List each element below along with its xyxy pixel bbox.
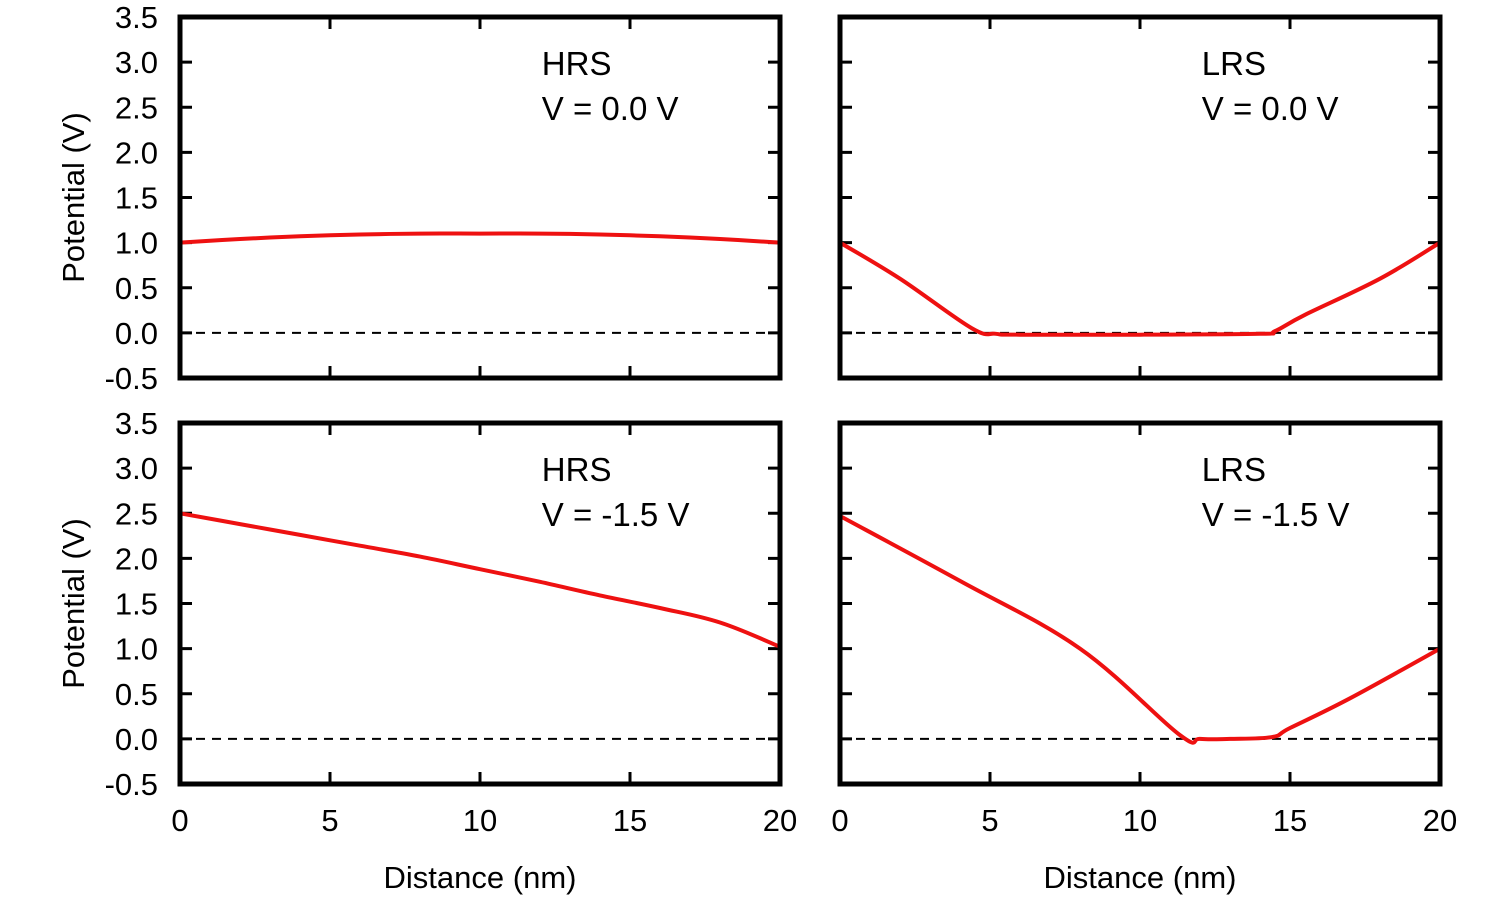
x-tick-label: 20: [1423, 803, 1457, 838]
y-tick-label: 1.5: [115, 587, 158, 622]
y-tick-label: -0.5: [105, 361, 158, 396]
y-axis-label: Potential (V): [56, 518, 91, 689]
panel-1: -0.5 0.0 0.5 1.0 1.5 2.0 2.5 3.0 3.5 HRS V = 0.0 V…: [56, 0, 783, 396]
series-line: [178, 511, 782, 649]
x-tick-label: 15: [613, 803, 647, 838]
series-line: [838, 514, 1442, 745]
x-tick-label: 0: [171, 803, 188, 838]
y-tick-label: 1.0: [115, 226, 158, 261]
annotation-line: LRS: [1202, 45, 1266, 82]
x-tick-label: 5: [321, 803, 338, 838]
y-tick-label: 1.0: [115, 632, 158, 667]
annotation-line: HRS: [542, 45, 612, 82]
y-tick-label: 2.5: [115, 496, 158, 531]
x-tick-label: 20: [763, 803, 797, 838]
y-tick-label: 3.5: [115, 406, 158, 441]
plot-frame: [837, 420, 1443, 787]
x-axis-label: Distance (nm): [1044, 860, 1237, 895]
annotation-line: V = 0.0 V: [1202, 90, 1339, 127]
y-tick-label: 2.0: [115, 135, 158, 170]
y-tick-label: 1.5: [115, 181, 158, 216]
series-line: [178, 231, 782, 245]
y-tick-label: 0.0: [115, 722, 158, 757]
y-tick-label: 2.5: [115, 90, 158, 125]
x-axis-label: Distance (nm): [384, 860, 577, 895]
x-tick-label: 5: [981, 803, 998, 838]
y-tick-label: 3.0: [115, 451, 158, 486]
panel-3: -0.5 0.0 0.5 1.0 1.5 2.0 2.5 3.0 3.5 0 5 10 15 20 HRS V…: [56, 406, 797, 895]
y-tick-label: 3.0: [115, 45, 158, 80]
annotation-line: V = 0.0 V: [542, 90, 679, 127]
x-tick-label: 15: [1273, 803, 1307, 838]
plot-frame: [177, 14, 783, 381]
x-tick-label: 10: [463, 803, 497, 838]
y-tick-label: 0.0: [115, 316, 158, 351]
x-tick-label: 10: [1123, 803, 1157, 838]
y-tick-label: -0.5: [105, 767, 158, 802]
annotation-line: LRS: [1202, 451, 1266, 488]
annotation-line: V = -1.5 V: [1202, 496, 1350, 533]
plot-frame: [177, 420, 783, 787]
y-tick-label: 0.5: [115, 271, 158, 306]
series-line: [838, 240, 1442, 337]
y-tick-label: 2.0: [115, 541, 158, 576]
annotation-line: HRS: [542, 451, 612, 488]
y-axis-label: Potential (V): [56, 112, 91, 283]
panel-2: LRS V = 0.0 V: [837, 14, 1443, 381]
x-tick-label: 0: [831, 803, 848, 838]
y-tick-label: 3.5: [115, 0, 158, 35]
annotation-line: V = -1.5 V: [542, 496, 690, 533]
plot-frame: [837, 14, 1443, 381]
panel-4: 0 5 10 15 20 LRS V = -1.5 V Distance (nm): [831, 420, 1457, 895]
y-tick-label: 0.5: [115, 677, 158, 712]
